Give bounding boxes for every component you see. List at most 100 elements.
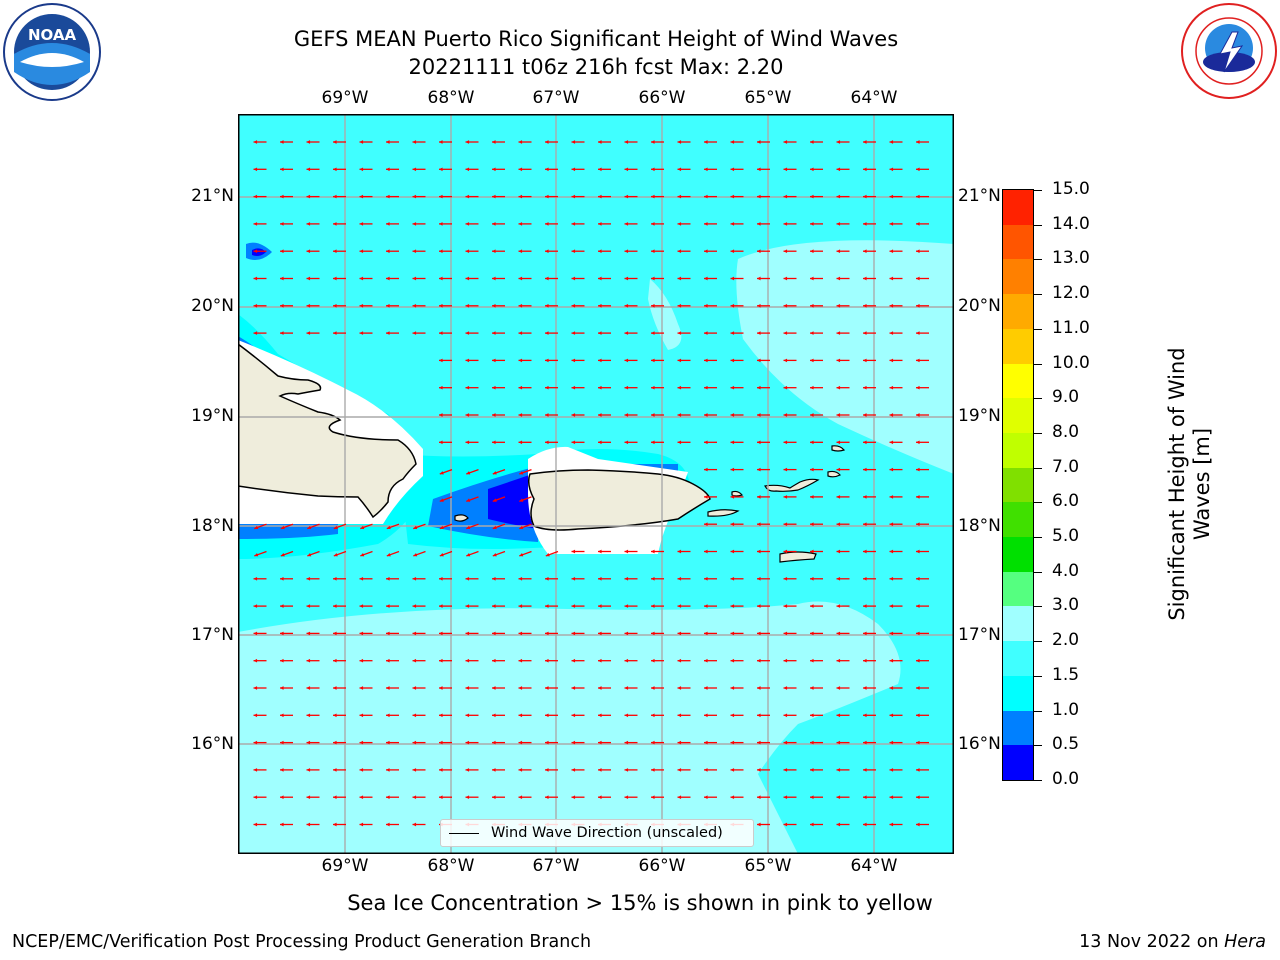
wave-arrow-head xyxy=(757,440,761,445)
wave-arrow-head xyxy=(836,495,841,499)
wave-arrow-head xyxy=(624,194,629,199)
wave-arrow-head xyxy=(386,303,390,308)
wave-arrow-head xyxy=(333,576,337,581)
wave-arrow-head xyxy=(518,713,523,718)
wave-arrow-head xyxy=(916,576,920,581)
colorbar-tick xyxy=(1034,432,1042,434)
wave-arrow-head xyxy=(916,467,920,472)
wave-arrow-head xyxy=(757,276,761,281)
wave-arrow-head xyxy=(624,385,629,390)
wave-arrow-head xyxy=(704,331,708,335)
wave-arrow-head xyxy=(465,768,470,772)
wave-arrow-head xyxy=(863,413,867,417)
wave-arrow-head xyxy=(465,167,470,172)
wave-arrow-head xyxy=(439,222,443,226)
colorbar-tick-label: 13.0 xyxy=(1052,248,1090,269)
colorbar-tick xyxy=(1034,780,1042,781)
wave-arrow-head xyxy=(439,658,443,663)
wave-arrow-head xyxy=(439,140,443,144)
wave-arrow-head xyxy=(333,140,337,144)
wave-arrow-head xyxy=(783,140,788,144)
colorbar-tick xyxy=(1034,259,1042,261)
wave-arrow-head xyxy=(624,440,629,445)
wave-arrow-head xyxy=(624,413,629,417)
wave-arrow-head xyxy=(651,631,655,636)
wave-arrow-head xyxy=(492,576,496,581)
wave-arrow-head xyxy=(677,167,682,172)
wave-arrow-head xyxy=(519,498,524,502)
wave-arrow-head xyxy=(571,385,576,390)
wave-arrow-head xyxy=(439,686,443,690)
wave-arrow-head xyxy=(730,795,735,800)
wave-arrow-head xyxy=(730,331,735,335)
wave-arrow-head xyxy=(757,331,761,335)
wave-arrow-head xyxy=(704,385,708,390)
wave-arrow-head xyxy=(598,194,602,199)
wave-arrow-head xyxy=(810,631,814,636)
wave-arrow-head xyxy=(651,413,655,417)
land-culebra-vieques xyxy=(707,509,740,517)
colorbar-segment xyxy=(1003,640,1033,676)
wave-arrow-head xyxy=(545,713,549,718)
wave-arrow-head xyxy=(571,140,576,144)
wave-arrow-head xyxy=(651,331,655,335)
wave-arrow-head xyxy=(518,358,523,363)
wave-arrow-head xyxy=(916,604,920,608)
wave-arrow-head xyxy=(916,385,920,390)
wave-arrow-head xyxy=(492,553,497,557)
lon-label-top: 69°W xyxy=(321,88,369,108)
wave-arrow-head xyxy=(810,194,814,199)
wave-arrow-head xyxy=(571,768,576,772)
lat-label-left: 16°N xyxy=(191,734,234,754)
wave-arrow-head xyxy=(730,167,735,172)
wave-arrow-head xyxy=(333,686,337,690)
wave-arrow-head xyxy=(598,631,602,636)
wave-arrow-head xyxy=(492,440,496,445)
wave-arrow-head xyxy=(306,576,311,581)
wave-arrow-head xyxy=(359,276,364,281)
wave-arrow-head xyxy=(810,576,814,581)
wave-arrow-head xyxy=(757,140,761,144)
wave-arrow-head xyxy=(783,413,788,417)
wave-arrow-head xyxy=(651,358,655,363)
wave-arrow-head xyxy=(810,822,814,827)
wave-arrow-head xyxy=(836,413,841,417)
wave-arrow-head xyxy=(492,303,496,308)
wave-arrow-head xyxy=(677,604,682,608)
wave-arrow-head xyxy=(306,249,311,254)
wave-arrow-head xyxy=(624,604,629,608)
wave-arrow-head xyxy=(386,167,390,172)
wave-arrow-head xyxy=(518,631,523,636)
wave-arrow-head xyxy=(545,768,549,772)
wave-arrow-head xyxy=(836,822,841,827)
land-virgin-islands xyxy=(764,478,820,492)
colorbar-segment xyxy=(1003,467,1033,503)
wave-arrow-head xyxy=(306,331,311,335)
wave-arrow-head xyxy=(757,222,761,226)
wave-arrow-head xyxy=(386,222,390,226)
wave-arrow-head xyxy=(386,525,391,530)
wave-arrow-head xyxy=(916,331,920,335)
wave-arrow-head xyxy=(280,194,284,199)
colorbar-tick xyxy=(1034,710,1042,712)
colorbar-tick xyxy=(1034,363,1042,365)
wave-arrow-head xyxy=(465,331,470,335)
wave-arrow-head xyxy=(889,740,894,745)
lon-label-bottom: 67°W xyxy=(532,856,580,876)
wave-arrow-head xyxy=(677,740,682,745)
wave-arrow-head xyxy=(863,522,867,527)
wave-arrow-head xyxy=(889,522,894,527)
wave-arrow-head xyxy=(836,740,841,745)
wave-arrow-head xyxy=(863,768,867,772)
wave-arrow-head xyxy=(677,768,682,772)
wave-arrow-head xyxy=(280,686,284,690)
wave-arrow-head xyxy=(571,576,576,581)
wave-arrow-head xyxy=(836,686,841,690)
wave-arrow-head xyxy=(598,385,602,390)
wave-arrow-head xyxy=(730,713,735,718)
wave-arrow-head xyxy=(836,303,841,308)
wave-arrow-head xyxy=(863,604,867,608)
wave-arrow-head xyxy=(624,140,629,144)
wave-arrow-head xyxy=(465,358,470,363)
wave-arrow-head xyxy=(465,194,470,199)
